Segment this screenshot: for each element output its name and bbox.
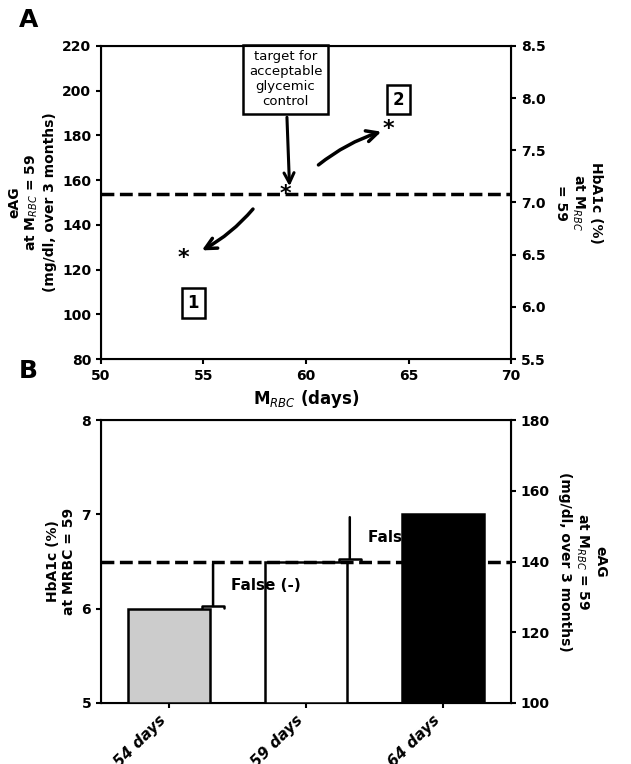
Y-axis label: eAG
at M$_{RBC}$ = 59
(mg/dl, over 3 months): eAG at M$_{RBC}$ = 59 (mg/dl, over 3 mon… (8, 112, 57, 293)
X-axis label: M$_{RBC}$ (days): M$_{RBC}$ (days) (252, 388, 360, 410)
Text: A: A (19, 8, 38, 32)
Bar (265, 562, 347, 703)
Text: *: * (280, 183, 292, 203)
Y-axis label: eAG
at M$_{RBC}$ = 59
(mg/dl, over 3 months): eAG at M$_{RBC}$ = 59 (mg/dl, over 3 mon… (558, 471, 607, 652)
Text: False (-): False (-) (231, 578, 300, 593)
Text: *: * (177, 248, 189, 268)
Text: *: * (382, 118, 394, 138)
Text: target for
acceptable
glycemic
control: target for acceptable glycemic control (249, 50, 322, 183)
Y-axis label: HbA1c (%)
at MRBC = 59: HbA1c (%) at MRBC = 59 (45, 508, 76, 615)
Text: False (+): False (+) (367, 530, 444, 545)
Bar (402, 514, 484, 703)
Y-axis label: HbA1c (%)
at M$_{RBC}$
= 59: HbA1c (%) at M$_{RBC}$ = 59 (554, 161, 603, 244)
Text: B: B (19, 359, 38, 384)
Text: 2: 2 (392, 91, 404, 108)
Bar (128, 609, 210, 703)
Text: 1: 1 (187, 294, 199, 312)
